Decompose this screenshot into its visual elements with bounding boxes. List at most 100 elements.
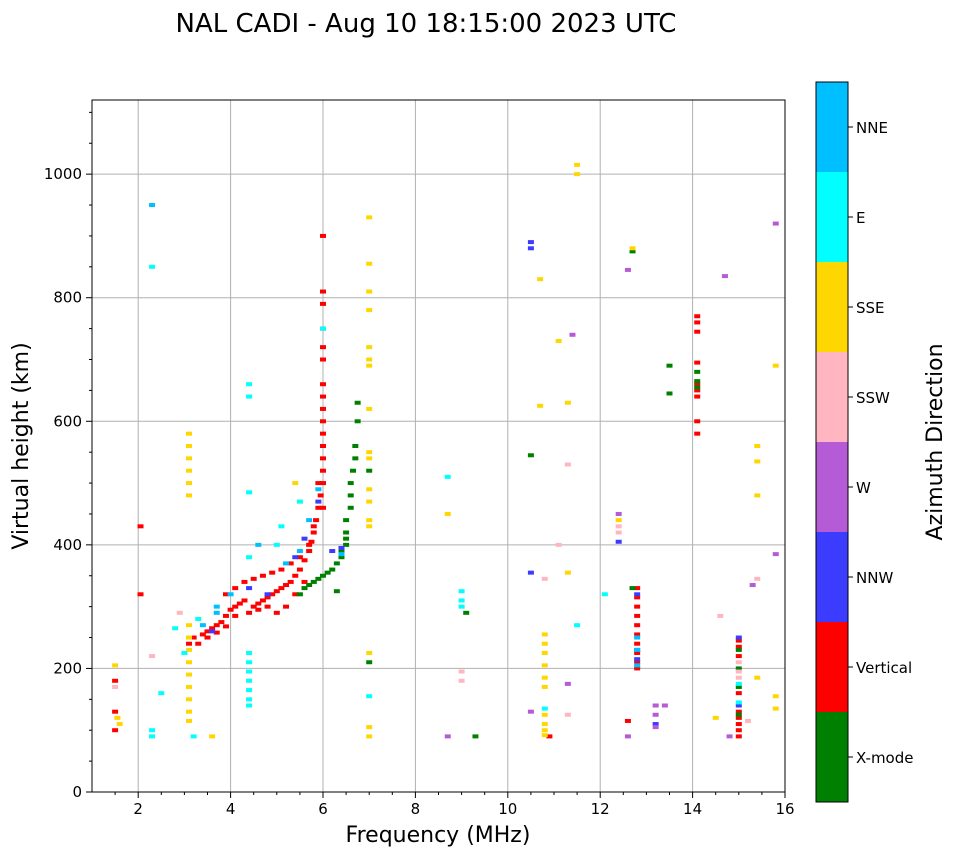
data-point bbox=[222, 613, 229, 618]
data-point bbox=[315, 499, 322, 504]
data-point bbox=[366, 499, 373, 504]
data-point bbox=[754, 459, 761, 464]
data-point bbox=[541, 663, 548, 668]
data-point bbox=[320, 431, 326, 436]
y-axis-ticks: 0 200 400 600 800 1000 bbox=[44, 111, 92, 801]
colorbar-label: Azimuth Direction bbox=[923, 343, 948, 540]
data-point bbox=[255, 542, 262, 547]
data-point bbox=[255, 601, 262, 606]
colorbar-segment bbox=[816, 172, 848, 262]
data-point bbox=[366, 725, 373, 730]
data-point bbox=[537, 277, 544, 282]
data-point bbox=[264, 604, 271, 609]
data-point bbox=[712, 715, 719, 720]
data-point bbox=[338, 549, 345, 554]
data-point bbox=[250, 576, 257, 581]
data-point bbox=[444, 734, 451, 739]
data-point bbox=[301, 579, 308, 584]
colorbar-label-sse: SSE bbox=[856, 299, 885, 317]
data-point bbox=[287, 579, 294, 584]
data-point bbox=[564, 681, 571, 686]
data-point bbox=[541, 675, 548, 680]
series-ssw bbox=[112, 462, 761, 723]
data-point bbox=[149, 728, 156, 733]
data-point bbox=[772, 694, 779, 699]
data-point bbox=[634, 623, 641, 628]
data-point bbox=[735, 715, 742, 720]
data-point bbox=[292, 573, 299, 578]
data-point bbox=[186, 444, 193, 448]
data-point bbox=[564, 570, 571, 575]
data-point bbox=[112, 678, 119, 683]
data-point bbox=[181, 650, 188, 655]
data-point bbox=[366, 215, 373, 220]
y-axis-label: Virtual height (km) bbox=[9, 342, 34, 549]
data-point bbox=[366, 734, 373, 739]
data-point bbox=[615, 524, 622, 529]
data-point bbox=[458, 604, 465, 609]
data-point bbox=[735, 734, 742, 739]
data-point bbox=[278, 586, 285, 591]
x-tick-label: 12 bbox=[591, 800, 610, 818]
data-point bbox=[338, 545, 345, 550]
chart-title: NAL CADI - Aug 10 18:15:00 2023 UTC bbox=[176, 9, 677, 39]
data-point bbox=[114, 715, 121, 720]
data-point bbox=[186, 456, 193, 461]
data-point bbox=[352, 444, 359, 448]
colorbar-label-nnw: NNW bbox=[856, 569, 893, 587]
data-point bbox=[354, 419, 361, 424]
data-point bbox=[666, 391, 673, 396]
data-point bbox=[112, 663, 119, 668]
data-point bbox=[574, 623, 581, 628]
data-point bbox=[306, 518, 313, 523]
colorbar-segment bbox=[816, 712, 848, 802]
data-point bbox=[246, 382, 253, 387]
data-point bbox=[634, 657, 641, 662]
data-point bbox=[634, 632, 641, 637]
series-x-mode bbox=[296, 249, 742, 739]
data-point bbox=[186, 623, 193, 628]
data-point bbox=[186, 718, 193, 723]
data-point bbox=[527, 453, 534, 458]
data-point bbox=[546, 734, 553, 739]
data-point bbox=[366, 289, 373, 294]
data-point bbox=[186, 647, 193, 652]
x-axis-ticks: 2 4 6 8 10 12 14 16 bbox=[114, 792, 795, 818]
data-point bbox=[726, 734, 733, 739]
data-point bbox=[458, 598, 465, 603]
data-point bbox=[246, 697, 253, 702]
data-point bbox=[694, 369, 701, 374]
data-point bbox=[137, 592, 144, 597]
data-point bbox=[694, 314, 701, 319]
data-point bbox=[213, 623, 220, 628]
data-point bbox=[306, 542, 313, 547]
colorbar-segment bbox=[816, 82, 848, 172]
colorbar-segment bbox=[816, 262, 848, 352]
data-point bbox=[555, 338, 562, 343]
plot-frame bbox=[91, 99, 786, 793]
data-point bbox=[629, 246, 636, 251]
y-tick-label: 600 bbox=[53, 412, 82, 430]
data-point bbox=[186, 481, 193, 486]
grid-lines bbox=[92, 100, 785, 792]
data-point bbox=[735, 669, 742, 674]
data-point bbox=[149, 654, 156, 659]
data-point bbox=[186, 493, 193, 498]
data-point bbox=[615, 511, 622, 516]
data-point bbox=[264, 592, 271, 597]
data-point bbox=[615, 530, 622, 535]
data-point bbox=[269, 592, 276, 597]
colorbar-label-w: W bbox=[856, 479, 871, 497]
data-point bbox=[634, 641, 641, 646]
data-point bbox=[292, 555, 299, 560]
data-point bbox=[629, 249, 636, 254]
data-point bbox=[735, 712, 742, 717]
y-tick-label: 400 bbox=[53, 536, 82, 554]
data-point bbox=[320, 573, 326, 578]
x-tick-label: 16 bbox=[775, 800, 794, 818]
data-point bbox=[749, 583, 756, 588]
data-point bbox=[176, 610, 183, 615]
data-point bbox=[186, 660, 193, 665]
data-point bbox=[306, 549, 313, 554]
data-point bbox=[250, 604, 257, 609]
